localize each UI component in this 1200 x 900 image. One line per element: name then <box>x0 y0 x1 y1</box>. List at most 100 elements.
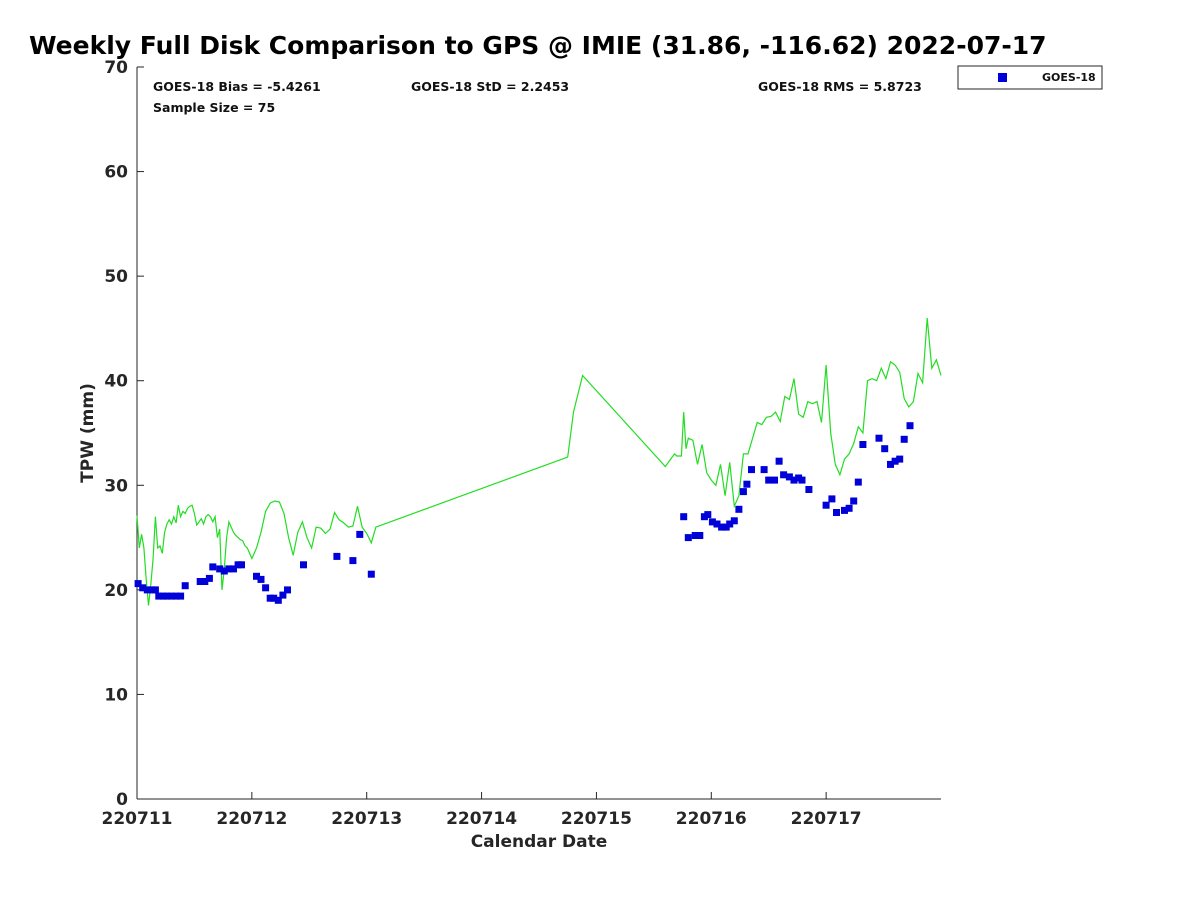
goes-18-point <box>270 594 278 602</box>
bias-annotation: GOES-18 Bias = -5.4261 <box>153 79 321 94</box>
y-tick-label: 50 <box>104 267 128 287</box>
goes-18-point <box>220 567 228 575</box>
goes-18-point <box>906 422 914 430</box>
goes-18-point <box>230 565 237 573</box>
goes-18-point <box>356 530 364 538</box>
sample-size-annotation: Sample Size = 75 <box>153 100 275 115</box>
goes-18-point <box>822 501 830 509</box>
goes-18-point <box>143 586 151 594</box>
y-tick-label: 60 <box>104 163 128 183</box>
goes-18-point <box>279 591 287 599</box>
legend: GOES-18 <box>957 65 1103 90</box>
goes-18-point <box>349 557 357 565</box>
goes-18-point <box>168 592 175 600</box>
goes-18-point <box>181 582 189 590</box>
goes-18-point <box>172 592 180 600</box>
y-axis-ticks: 0 10 20 30 40 50 60 70 <box>104 58 144 810</box>
goes-18-point <box>896 455 904 463</box>
goes-18-point <box>284 586 291 594</box>
y-tick-label: 70 <box>104 58 128 78</box>
x-tick-label: 220714 <box>446 809 517 829</box>
goes-18-point <box>201 578 209 585</box>
goes-18-point <box>704 511 712 519</box>
goes-18-point <box>367 570 375 578</box>
goes-18-point <box>713 520 721 528</box>
goes-18-point <box>216 565 224 573</box>
x-tick-label: 220713 <box>331 809 402 829</box>
x-axis-label: Calendar Date <box>471 832 608 852</box>
goes-18-point <box>854 478 862 486</box>
goes-18-point <box>163 592 171 600</box>
rms-annotation: GOES-18 RMS = 5.8723 <box>758 79 922 94</box>
x-tick-label: 220715 <box>561 809 632 829</box>
legend-box <box>957 65 1103 90</box>
goes-18-point <box>881 445 889 453</box>
goes-18-point <box>151 586 159 594</box>
x-tick-label: 220712 <box>216 809 287 829</box>
goes-18-point <box>196 578 204 585</box>
goes-18-point <box>748 466 755 474</box>
legend-marker-goes-18 <box>998 73 1007 82</box>
goes-18-point <box>833 509 840 516</box>
goes-18-point <box>262 584 270 592</box>
goes-18-point <box>798 476 806 484</box>
goes-18-point <box>691 532 699 539</box>
goes-18-point <box>257 575 265 583</box>
goes-18-point <box>771 476 778 484</box>
y-tick-label: 10 <box>104 685 128 705</box>
goes-18-point <box>718 523 726 531</box>
y-tick-label: 0 <box>116 790 128 810</box>
gps-series-line <box>136 317 942 606</box>
x-tick-label: 220717 <box>791 809 862 829</box>
goes-18-point <box>841 506 848 514</box>
goes-18-point <box>859 441 867 448</box>
goes-18-point <box>730 517 738 525</box>
goes-18-point <box>238 561 245 569</box>
goes-18-point <box>177 592 185 600</box>
goes-18-point <box>760 466 768 474</box>
goes-18-series <box>134 422 914 604</box>
goes-18-point <box>726 520 734 528</box>
goes-18-point <box>253 572 260 580</box>
goes-18-point <box>805 486 813 493</box>
goes-18-point <box>696 532 704 539</box>
goes-18-point <box>735 505 743 513</box>
x-tick-label: 220716 <box>676 809 747 829</box>
chart-title: Weekly Full Disk Comparison to GPS @ IMI… <box>29 31 1047 60</box>
goes-18-point <box>785 473 793 481</box>
y-tick-label: 40 <box>104 372 128 392</box>
legend-label-goes-18: GOES-18 <box>1042 71 1096 84</box>
goes-18-point <box>891 457 899 465</box>
goes-18-point <box>708 518 716 526</box>
x-axis-ticks: 220711 220712 220713 220714 220715 220716 2207… <box>102 792 862 829</box>
goes-18-point <box>274 596 282 604</box>
goes-18-point <box>900 435 908 443</box>
goes-18-point <box>684 534 692 542</box>
goes-18-point <box>780 471 788 479</box>
goes-18-point <box>739 488 747 496</box>
std-annotation: GOES-18 StD = 2.2453 <box>411 79 569 94</box>
goes-18-point <box>139 584 147 592</box>
plot-area <box>136 67 941 800</box>
goes-18-point <box>828 495 836 503</box>
goes-18-point <box>209 563 217 571</box>
goes-18-point <box>300 561 307 569</box>
goes-18-point <box>205 574 213 582</box>
y-tick-label: 20 <box>104 581 128 601</box>
y-tick-label: 30 <box>104 476 128 496</box>
goes-18-point <box>790 476 798 484</box>
goes-18-point <box>333 552 341 560</box>
goes-18-point <box>875 434 883 442</box>
goes-18-point <box>775 457 783 465</box>
goes-18-point <box>155 592 163 600</box>
goes-18-point <box>743 480 751 488</box>
x-tick-label: 220711 <box>102 809 173 829</box>
goes-18-point <box>134 580 142 588</box>
goes-18-point <box>850 497 858 505</box>
goes-18-point <box>765 476 773 484</box>
goes-18-point <box>845 504 853 512</box>
goes-18-point <box>680 513 688 521</box>
goes-18-point <box>225 565 233 573</box>
stats-annotations: GOES-18 Bias = -5.4261 GOES-18 StD = 2.2… <box>153 79 922 115</box>
